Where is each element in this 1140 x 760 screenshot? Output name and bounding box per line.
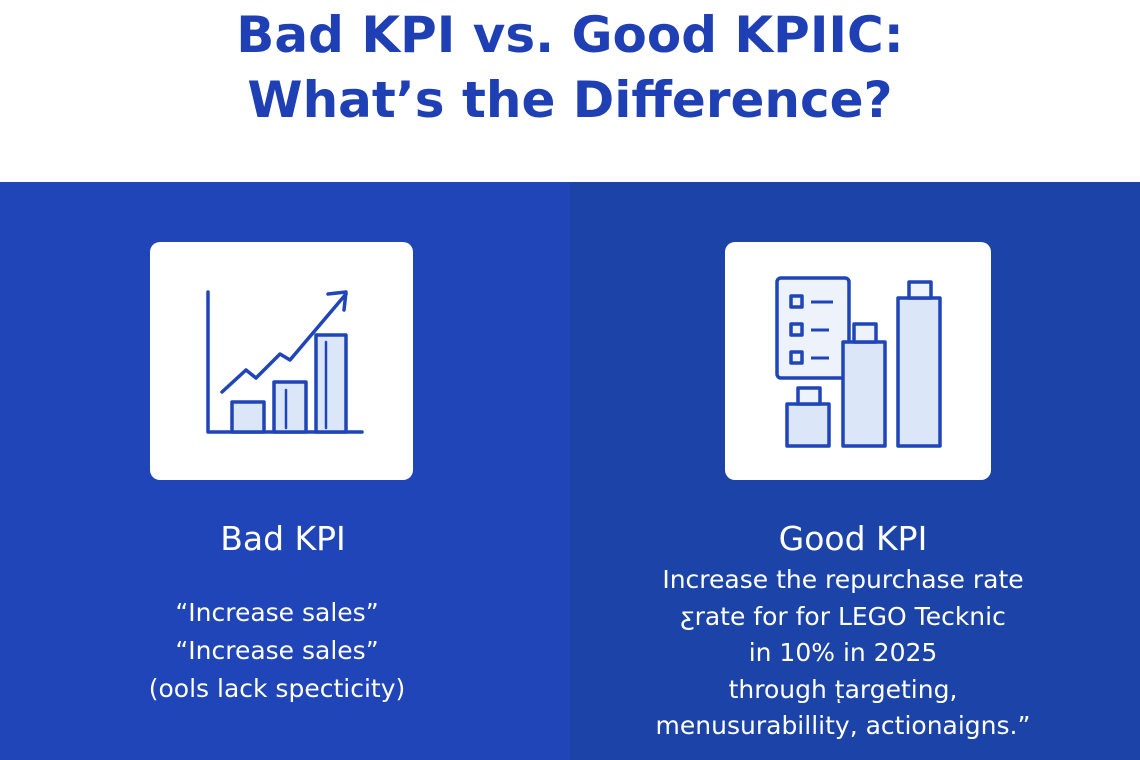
good-kpi-line: menusurabillity, actionaigns.” bbox=[655, 711, 1031, 740]
bad-kpi-description: “Increase sales” “Increase sales” (ools … bbox=[0, 594, 562, 708]
good-kpi-line: in 10% in 2025 bbox=[748, 638, 938, 667]
good-kpi-description: Increase the repurchase rate ƹrate for f… bbox=[558, 562, 1128, 745]
good-kpi-line: ƹrate for for LEGO Tecknic bbox=[680, 601, 1006, 631]
checklist-bar-chart-icon bbox=[775, 276, 942, 448]
bad-kpi-line: “Increase sales” bbox=[175, 598, 379, 627]
bad-kpi-line: (ools lack specticity) bbox=[148, 674, 406, 703]
bad-kpi-line: “Increase sales” bbox=[175, 636, 379, 665]
good-kpi-line: Increase the repurchase rate bbox=[662, 565, 1024, 594]
title-line-2: What’s the Difference? bbox=[247, 71, 893, 129]
good-kpi-heading: Good KPI bbox=[778, 519, 928, 558]
title-banner: Bad KPI vs. Good KPIIC: What’s the Diffe… bbox=[0, 0, 1140, 182]
bad-kpi-panel: Bad KPI “Increase sales” “Increase sales… bbox=[0, 182, 570, 760]
good-kpi-panel: Good KPI Increase the repurchase rate ƹr… bbox=[570, 182, 1140, 760]
good-kpi-line: through tͅargeting, bbox=[728, 674, 958, 704]
bad-kpi-heading: Bad KPI bbox=[220, 519, 346, 558]
title-line-1: Bad KPI vs. Good KPIIC: bbox=[236, 6, 904, 64]
good-kpi-icon-card bbox=[725, 242, 991, 480]
rising-bar-chart-icon bbox=[206, 290, 364, 434]
bad-kpi-icon-card bbox=[150, 242, 413, 480]
